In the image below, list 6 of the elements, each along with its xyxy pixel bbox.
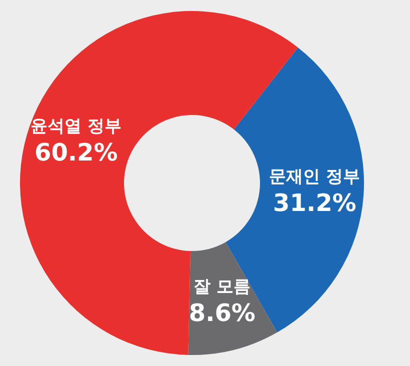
slice-label: 잘 모름 — [194, 277, 251, 298]
data-label: 60.2% — [34, 138, 118, 167]
data-label: 8.6% — [188, 299, 256, 328]
data-label: 31.2% — [273, 188, 356, 217]
slice-label: 윤석열 정부 — [30, 116, 122, 137]
slice-label: 문재인 정부 — [269, 166, 360, 187]
